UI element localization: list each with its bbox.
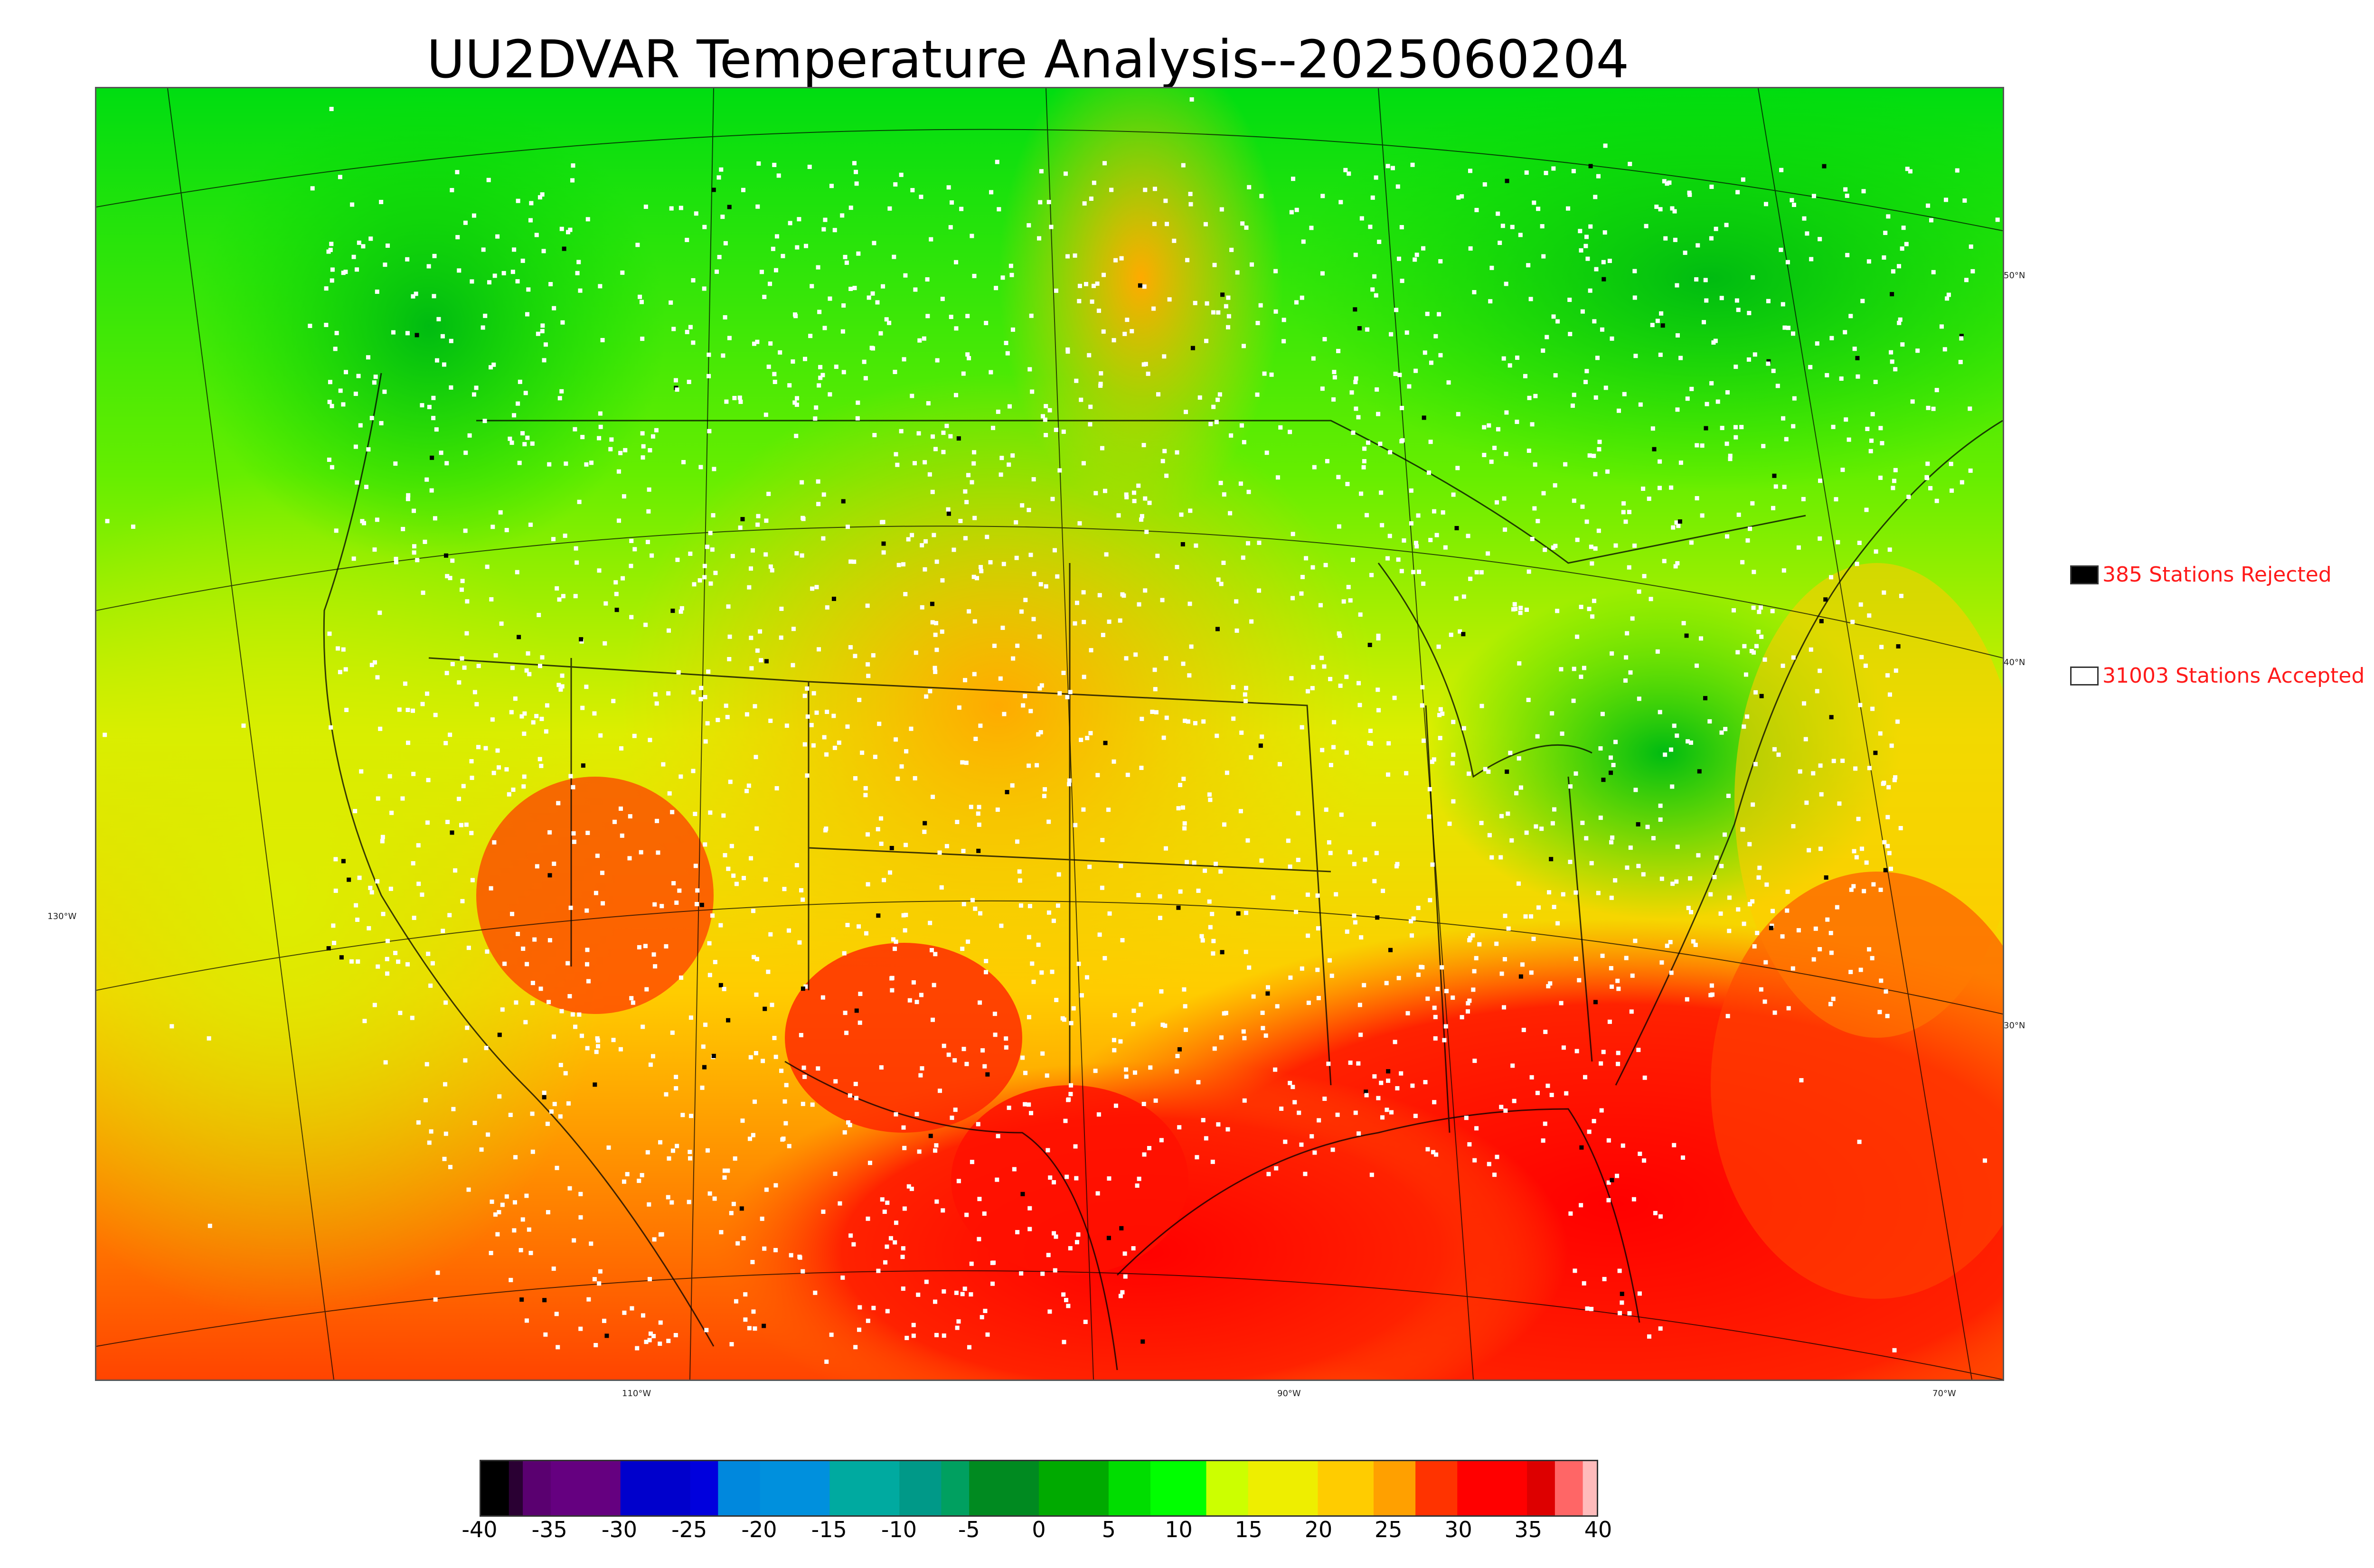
colorbar-segment [1039,1461,1109,1515]
colorbar-segment [1583,1461,1597,1515]
colorbar-tick-label: -20 [741,1517,777,1542]
colorbar-tick-label: -40 [462,1517,498,1542]
colorbar-segment [760,1461,830,1515]
colorbar-segment [941,1461,970,1515]
colorbar-segment [1150,1461,1207,1515]
colorbar-segment [718,1461,761,1515]
colorbar-segment [829,1461,900,1515]
colorbar-tick-label: -15 [811,1517,847,1542]
lat-label-50n: 50°N [2004,271,2025,281]
colorbar-tick-label: 30 [1444,1517,1472,1542]
colorbar-tick-label: 40 [1584,1517,1612,1542]
lon-label-70w: 70°W [1932,1389,1956,1399]
colorbar-segment [523,1461,551,1515]
colorbar-segment [481,1461,509,1515]
colorbar-tick-label: -30 [601,1517,638,1542]
colorbar-segment [1415,1461,1458,1515]
colorbar-segment [620,1461,691,1515]
colorbar-tick-label: -35 [531,1517,567,1542]
colorbar-segment [550,1461,621,1515]
colorbar-tick-label: -10 [881,1517,917,1542]
colorbar-segment [1374,1461,1416,1515]
colorbar-segment [899,1461,942,1515]
temperature-map [95,87,2004,1381]
legend-accepted-label: 31003 Stations Accepted [2102,664,2365,688]
station-markers [103,97,2000,1364]
colorbar-tick-label: 10 [1165,1517,1193,1542]
rejected-swatch-icon [2070,565,2099,584]
lon-label-90w: 90°W [1277,1389,1301,1399]
lat-label-40n: 40°N [2004,657,2025,667]
colorbar-segment [509,1461,524,1515]
colorbar-segment [1248,1461,1319,1515]
colorbar-segment [1318,1461,1374,1515]
colorbar-segment [1457,1461,1528,1515]
colorbar-tick-label: -25 [671,1517,707,1542]
colorbar-segment [1108,1461,1151,1515]
colorbar-tick-label: 20 [1304,1517,1333,1542]
colorbar-tick-label: 25 [1374,1517,1403,1542]
colorbar-segment [690,1461,719,1515]
legend-rejected: 385 Stations Rejected [2070,563,2332,587]
colorbar-tick-label: 15 [1234,1517,1263,1542]
colorbar-segment [1554,1461,1583,1515]
temperature-colorbar [480,1460,1598,1517]
colorbar-tick-label: 0 [1032,1517,1046,1542]
colorbar-tick-label: -5 [958,1517,980,1542]
legend-accepted: 31003 Stations Accepted [2070,664,2365,688]
colorbar-tick-label: 5 [1102,1517,1116,1542]
colorbar-segment [969,1461,1039,1515]
accepted-swatch-icon [2070,666,2099,685]
lon-label-130w: 130°W [47,911,77,921]
colorbar-tick-label: 35 [1514,1517,1543,1542]
lat-label-30n: 30°N [2004,1021,2025,1031]
map-title: UU2DVAR Temperature Analysis--2025060204 [426,29,1630,90]
colorbar-segment [1206,1461,1249,1515]
legend-rejected-label: 385 Stations Rejected [2102,563,2332,587]
lon-label-110w: 110°W [622,1389,651,1399]
colorbar-segment [1527,1461,1555,1515]
